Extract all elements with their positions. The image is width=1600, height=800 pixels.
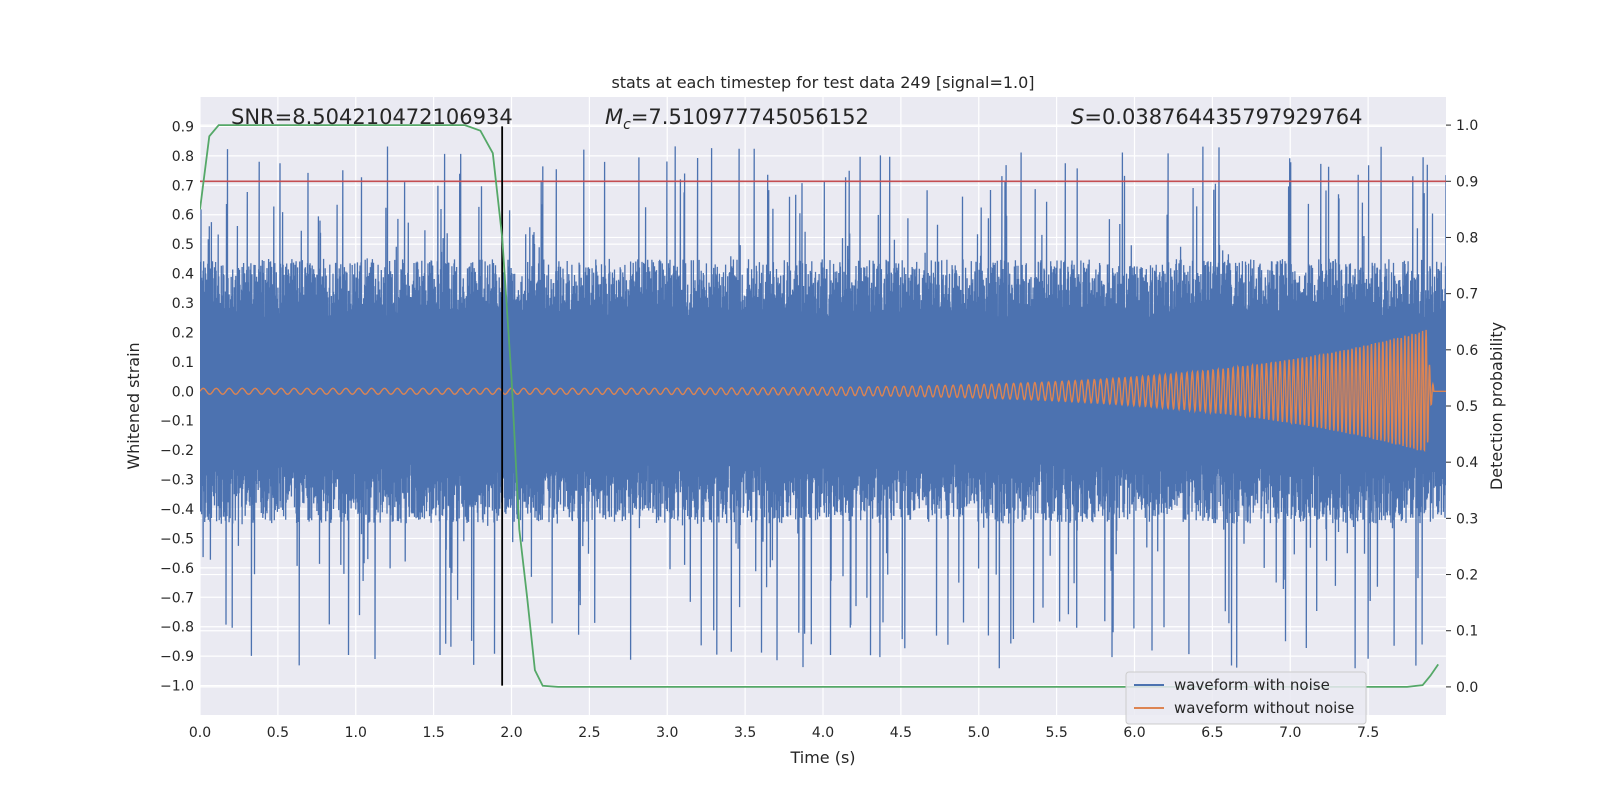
y-tick-label: 0.5 <box>172 237 194 253</box>
chirp-mass-value: =7.510977745056152 <box>631 105 869 129</box>
x-tick-label: 1.5 <box>422 725 444 741</box>
x-tick-label: 6.5 <box>1201 725 1223 741</box>
x-tick-label: 7.5 <box>1357 725 1379 741</box>
series-waveform-without-noise <box>200 329 1446 453</box>
y2-tick-label: 0.1 <box>1456 624 1478 640</box>
series-waveform-with-noise <box>200 146 1446 669</box>
y-tick-label: 0.7 <box>172 178 194 194</box>
y2-tick-label: 0.4 <box>1456 455 1478 471</box>
y-axis-ticks: 0.9 0.8 0.7 0.6 0.5 0.4 0.3 0.2 0.1 0.0 −0.1 −0.2 −0… <box>160 119 194 694</box>
y2-tick-label: 0.6 <box>1456 343 1478 359</box>
legend: waveform with noise waveform without noi… <box>1125 671 1367 725</box>
y-tick-label: −0.6 <box>160 561 194 577</box>
y-tick-label: 0.0 <box>172 384 194 400</box>
x-tick-label: 2.0 <box>500 725 522 741</box>
s-value: =0.038764435797929764 <box>1084 105 1362 129</box>
x-tick-label: 0.0 <box>189 725 211 741</box>
s-annotation: S=0.038764435797929764 <box>1071 105 1362 129</box>
y2-tick-label: 0.5 <box>1456 399 1478 415</box>
legend-label-noise: waveform with noise <box>1174 676 1330 694</box>
y-tick-label: −0.4 <box>160 502 194 518</box>
snr-annotation: SNR=8.504210472106934 <box>231 105 513 129</box>
y2-tick-label: 0.2 <box>1456 568 1478 584</box>
x-tick-label: 1.0 <box>345 725 367 741</box>
legend-box <box>1125 671 1367 725</box>
y-tick-label: −0.5 <box>160 531 194 547</box>
snr-value: =8.504210472106934 <box>275 105 513 129</box>
x-axis-label: Time (s) <box>789 748 855 767</box>
x-tick-label: 4.5 <box>890 725 912 741</box>
y2-tick-label: 0.0 <box>1456 680 1478 696</box>
x-tick-label: 4.0 <box>812 725 834 741</box>
y2-tick-label: 0.9 <box>1456 174 1478 190</box>
x-tick-label: 5.5 <box>1045 725 1067 741</box>
y2-tick-label: 1.0 <box>1456 118 1478 134</box>
x-tick-label: 5.0 <box>968 725 990 741</box>
legend-label-clean: waveform without noise <box>1174 699 1354 717</box>
snr-label: SNR <box>231 105 275 129</box>
y-tick-label: −0.8 <box>160 620 194 636</box>
y-tick-label: 0.2 <box>172 325 194 341</box>
y-tick-label: 0.4 <box>172 267 194 283</box>
x-tick-label: 6.0 <box>1123 725 1145 741</box>
y-axis-label: Whitened strain <box>124 342 143 469</box>
x-tick-label: 7.0 <box>1279 725 1301 741</box>
chart-title: stats at each timestep for test data 249… <box>611 73 1034 92</box>
y-tick-label: −0.3 <box>160 473 194 489</box>
chirp-mass-subscript: c <box>623 117 631 133</box>
chirp-mass-annotation: Mc=7.510977745056152 <box>605 105 869 133</box>
y-tick-label: 0.9 <box>172 119 194 135</box>
y-tick-label: −0.9 <box>160 649 194 665</box>
y-tick-label: −1.0 <box>160 679 194 695</box>
y2-axis-label: Detection probability <box>1487 322 1506 490</box>
y2-axis-ticks: 1.0 0.9 0.8 0.7 0.6 0.5 0.4 0.3 0.2 0.1 0.0 <box>1446 118 1478 696</box>
y-tick-label: −0.1 <box>160 414 194 430</box>
y2-tick-label: 0.3 <box>1456 511 1478 527</box>
y-tick-label: −0.7 <box>160 590 194 606</box>
x-tick-label: 3.0 <box>656 725 678 741</box>
x-axis-ticks: 0.0 0.5 1.0 1.5 2.0 2.5 3.0 3.5 4.0 4.5 5.0 5.5 6.0 6… <box>189 725 1379 741</box>
x-tick-label: 2.5 <box>578 725 600 741</box>
x-tick-label: 3.5 <box>734 725 756 741</box>
x-tick-label: 0.5 <box>267 725 289 741</box>
y-tick-label: 0.8 <box>172 149 194 165</box>
y2-tick-label: 0.7 <box>1456 287 1478 303</box>
y-tick-label: 0.3 <box>172 296 194 312</box>
y-tick-label: −0.2 <box>160 443 194 459</box>
chirp-mass-symbol: M <box>605 105 623 129</box>
y-tick-label: 0.1 <box>172 355 194 371</box>
s-symbol: S <box>1071 105 1084 129</box>
y2-tick-label: 0.8 <box>1456 230 1478 246</box>
y-tick-label: 0.6 <box>172 208 194 224</box>
